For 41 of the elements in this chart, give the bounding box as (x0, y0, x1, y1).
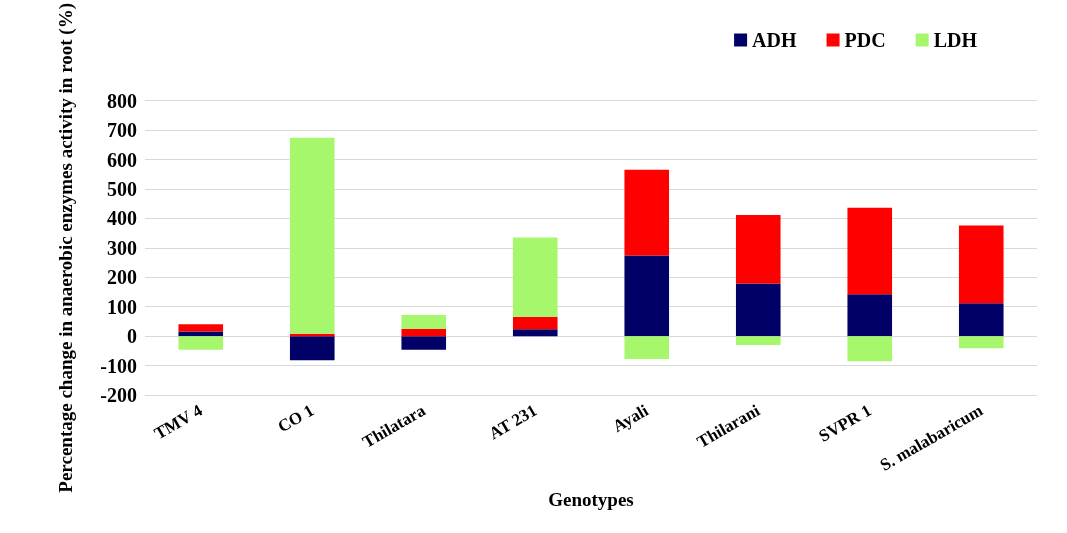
y-tick-label: 700 (107, 119, 137, 142)
bar (401, 336, 447, 350)
bar (178, 331, 224, 337)
bar (847, 294, 893, 337)
bar (624, 255, 670, 337)
bar (178, 324, 224, 332)
legend-label: LDH (933, 29, 978, 51)
y-tick-label: 800 (107, 89, 137, 112)
x-tick-label: AT 231 (485, 400, 540, 444)
bar (624, 169, 670, 256)
bar (958, 303, 1004, 337)
bar (735, 214, 781, 284)
y-tick-label: -200 (100, 384, 137, 406)
bar (178, 336, 224, 350)
bar (512, 329, 558, 337)
y-tick-label: 200 (107, 266, 137, 289)
y-tick-label: -100 (100, 354, 137, 377)
bar (289, 137, 335, 334)
bar (512, 317, 558, 330)
y-tick-label: 600 (107, 148, 137, 171)
legend-label: ADH (752, 29, 797, 51)
bar (401, 314, 447, 330)
bar (735, 336, 781, 345)
bar (735, 283, 781, 337)
bar (958, 336, 1004, 349)
bar (401, 329, 447, 337)
x-axis-title: Genotypes (548, 489, 634, 510)
y-tick-label: 400 (107, 207, 137, 230)
y-tick-label: 500 (107, 177, 137, 200)
y-tick-label: 100 (107, 295, 137, 318)
bar (958, 225, 1004, 304)
bar (512, 237, 558, 318)
x-tick-label: CO 1 (274, 400, 317, 437)
y-axis-title: Percentage change in anaerobic enzymes activity in root (%) (54, 3, 77, 493)
bar (847, 207, 893, 295)
y-tick-label: 300 (107, 236, 137, 259)
bar (289, 336, 335, 361)
bar (624, 336, 670, 360)
y-tick-label: 0 (127, 325, 137, 348)
legend-label: PDC (844, 29, 886, 51)
bar (847, 336, 893, 362)
